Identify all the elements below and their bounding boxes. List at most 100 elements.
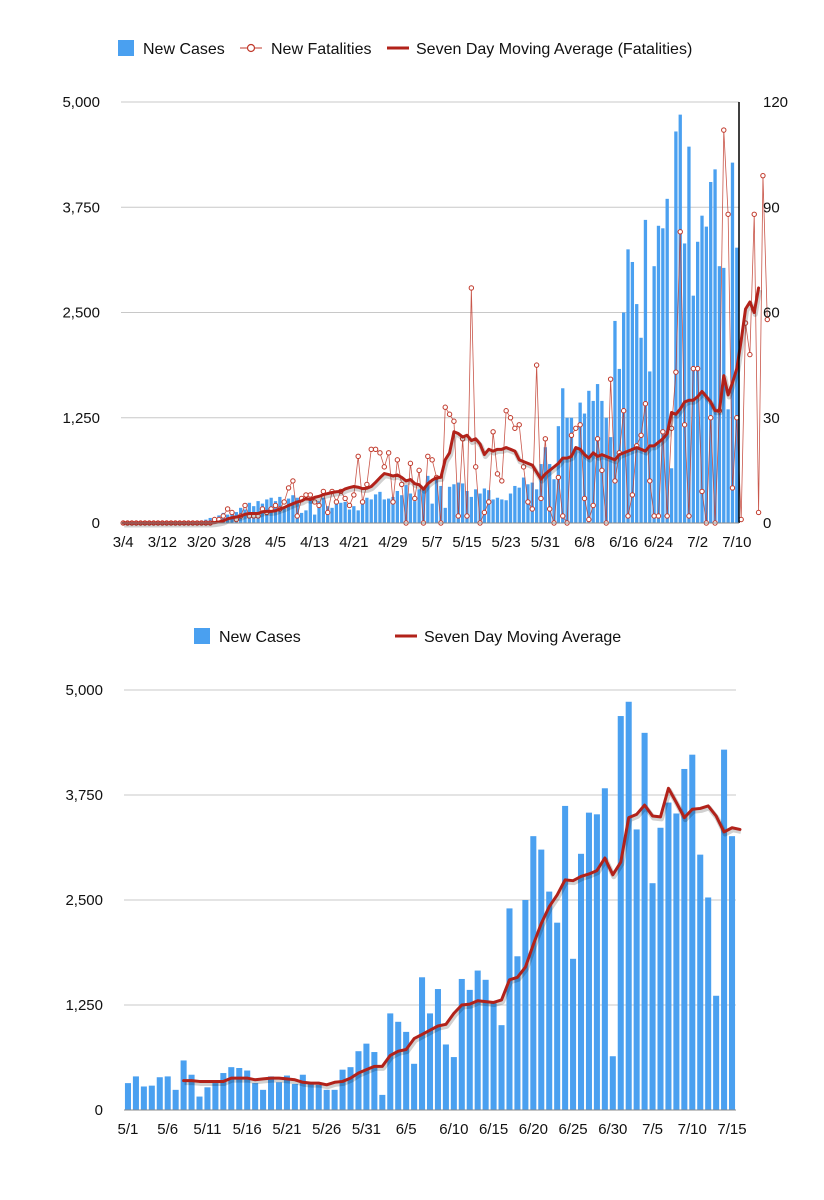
bar-new-cases bbox=[403, 1031, 410, 1110]
point-new-fatalities bbox=[512, 425, 518, 431]
bar-new-cases bbox=[504, 500, 508, 523]
x-tick-label: 7/2 bbox=[687, 534, 708, 551]
bar-new-cases bbox=[613, 320, 617, 523]
x-tick-label: 5/26 bbox=[312, 1121, 341, 1138]
point-new-fatalities bbox=[472, 464, 479, 470]
bar-new-cases bbox=[498, 1025, 505, 1110]
point-new-fatalities bbox=[673, 369, 679, 375]
bar-new-cases bbox=[426, 1013, 434, 1110]
bar-new-cases bbox=[657, 827, 664, 1110]
bar-new-cases bbox=[604, 417, 608, 523]
bar-new-cases bbox=[413, 501, 417, 523]
series-moving-average bbox=[182, 786, 742, 1090]
y-tick-label-left: 2,500 bbox=[62, 305, 100, 322]
y-tick-label-left: 0 bbox=[95, 1102, 103, 1119]
bar-new-cases bbox=[600, 400, 604, 523]
bar-new-cases bbox=[220, 1073, 227, 1110]
bar-new-cases bbox=[506, 908, 513, 1110]
bar-new-cases bbox=[204, 1087, 211, 1110]
bar-new-cases bbox=[508, 493, 513, 523]
bar-new-cases bbox=[630, 261, 635, 523]
bar-new-cases bbox=[172, 1089, 179, 1110]
point-new-fatalities bbox=[416, 467, 422, 474]
bar-new-cases bbox=[709, 181, 713, 524]
x-tick-label: 5/1 bbox=[118, 1121, 139, 1138]
legend-new-fatalities-label: New Fatalities bbox=[271, 41, 371, 58]
point-new-fatalities bbox=[590, 502, 596, 509]
bar-new-cases bbox=[360, 502, 365, 523]
bar-new-cases bbox=[252, 1083, 259, 1110]
bar-new-cases bbox=[617, 368, 621, 523]
bar-new-cases bbox=[593, 814, 600, 1110]
bar-new-cases bbox=[365, 497, 369, 523]
bar-new-cases bbox=[299, 512, 304, 523]
bar-new-cases bbox=[379, 1094, 386, 1110]
point-new-fatalities bbox=[577, 422, 583, 428]
point-new-fatalities bbox=[364, 481, 370, 488]
bar-new-cases bbox=[164, 1076, 171, 1110]
bar-new-cases bbox=[395, 1021, 402, 1110]
x-tick-label: 3/28 bbox=[222, 534, 251, 551]
chart-cases-since-may: New Cases Seven Day Moving Average 0 1,25… bbox=[65, 628, 747, 1138]
x-tick-label: 5/21 bbox=[272, 1121, 301, 1138]
bar-new-cases bbox=[347, 1067, 354, 1110]
bar-new-cases bbox=[469, 496, 473, 523]
x-tick-label: 5/7 bbox=[422, 534, 443, 551]
bar-new-cases bbox=[674, 131, 678, 523]
bar-new-cases bbox=[439, 485, 443, 523]
bar-new-cases bbox=[682, 243, 687, 523]
point-new-fatalities bbox=[520, 464, 527, 470]
point-new-fatalities bbox=[490, 429, 496, 435]
point-new-fatalities bbox=[486, 499, 492, 505]
bar-new-cases bbox=[282, 508, 286, 523]
point-new-fatalities bbox=[377, 450, 383, 456]
bar-new-cases bbox=[430, 503, 434, 523]
bar-new-cases bbox=[661, 228, 665, 524]
bar-new-cases bbox=[595, 384, 600, 523]
point-new-fatalities bbox=[399, 481, 405, 488]
x-tick-label: 4/21 bbox=[339, 534, 368, 551]
point-new-fatalities bbox=[699, 488, 705, 495]
bar-new-cases bbox=[291, 1083, 298, 1110]
axes: 0 1,250 2,500 3,750 5,000 0 30 60 90 120 3/4 3/12 3/… bbox=[62, 94, 788, 551]
x-tick-label: 4/29 bbox=[378, 534, 407, 551]
y-tick-label-right: 120 bbox=[763, 94, 788, 111]
point-new-fatalities bbox=[307, 492, 314, 498]
point-new-fatalities bbox=[655, 513, 662, 519]
point-new-fatalities bbox=[224, 506, 231, 512]
x-tick-label: 6/20 bbox=[519, 1121, 548, 1138]
bar-new-cases bbox=[639, 337, 643, 523]
bar-new-cases bbox=[228, 1067, 235, 1110]
bar-new-cases bbox=[704, 226, 709, 523]
bar-new-cases bbox=[363, 1043, 370, 1110]
bar-new-cases bbox=[352, 506, 356, 523]
bar-new-cases bbox=[395, 491, 400, 523]
bar-new-cases bbox=[643, 219, 648, 523]
bar-new-cases bbox=[601, 788, 608, 1110]
point-new-fatalities bbox=[647, 478, 653, 484]
point-new-fatalities bbox=[638, 432, 644, 438]
bar-new-cases bbox=[321, 497, 326, 523]
bar-new-cases bbox=[500, 499, 504, 523]
bar-new-cases bbox=[307, 1083, 314, 1110]
bar-new-cases bbox=[188, 1074, 195, 1110]
bar-new-cases bbox=[411, 1063, 418, 1110]
x-tick-label: 5/31 bbox=[531, 534, 560, 551]
bar-new-cases bbox=[434, 478, 439, 523]
point-new-fatalities bbox=[503, 408, 509, 414]
bar-new-cases bbox=[400, 495, 404, 523]
bar-new-cases bbox=[673, 813, 680, 1110]
bar-new-cases bbox=[378, 491, 382, 523]
bar-new-cases bbox=[713, 995, 720, 1110]
bar-new-cases bbox=[132, 1076, 139, 1110]
series-moving-average bbox=[121, 286, 763, 528]
bar-new-cases bbox=[347, 509, 352, 523]
point-new-fatalities bbox=[294, 513, 300, 519]
point-new-fatalities bbox=[660, 429, 666, 435]
y-tick-label-right: 60 bbox=[763, 305, 780, 322]
bar-new-cases bbox=[574, 447, 578, 523]
bar-new-cases bbox=[474, 489, 478, 523]
bar-new-cases bbox=[649, 883, 656, 1110]
y-tick-label-right: 90 bbox=[763, 199, 780, 216]
bar-new-cases bbox=[669, 468, 674, 523]
